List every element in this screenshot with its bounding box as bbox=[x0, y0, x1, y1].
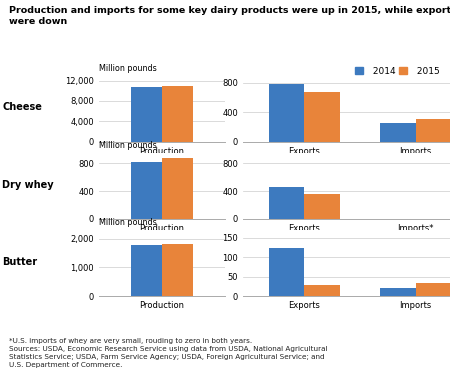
Text: Production and imports for some key dairy products were up in 2015, while export: Production and imports for some key dair… bbox=[9, 6, 450, 26]
Legend:  2014,  2015: 2014, 2015 bbox=[351, 63, 443, 79]
Text: *U.S. imports of whey are very small, rouding to zero in both years.
Sources: US: *U.S. imports of whey are very small, ro… bbox=[9, 338, 328, 368]
Bar bbox=[380, 123, 416, 142]
Text: Cheese: Cheese bbox=[2, 102, 42, 112]
Bar bbox=[304, 285, 340, 296]
Bar bbox=[162, 158, 193, 219]
Bar bbox=[416, 283, 450, 296]
Bar bbox=[131, 87, 162, 142]
Bar bbox=[162, 86, 193, 142]
Text: Million pounds: Million pounds bbox=[99, 218, 157, 227]
Bar bbox=[269, 248, 304, 296]
Bar bbox=[416, 119, 450, 142]
Bar bbox=[380, 289, 416, 296]
Text: Million pounds: Million pounds bbox=[99, 141, 157, 150]
Text: Dry whey: Dry whey bbox=[2, 180, 54, 190]
Bar bbox=[269, 84, 304, 142]
Bar bbox=[131, 162, 162, 219]
Bar bbox=[131, 245, 162, 296]
Text: Butter: Butter bbox=[2, 257, 37, 267]
Bar bbox=[269, 187, 304, 219]
Bar bbox=[304, 92, 340, 142]
Text: Million pounds: Million pounds bbox=[99, 64, 157, 73]
Bar bbox=[162, 244, 193, 296]
Bar bbox=[304, 194, 340, 219]
